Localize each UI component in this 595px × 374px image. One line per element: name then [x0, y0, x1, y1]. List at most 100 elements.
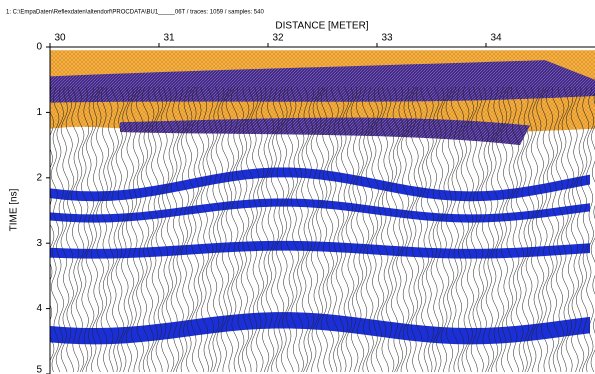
wiggle-trace [215, 86, 225, 373]
y-tick-label: 1 [36, 107, 42, 118]
wiggle-trace [145, 86, 155, 373]
wiggle-trace [440, 86, 450, 373]
x-tick-label: 32 [272, 33, 284, 44]
plot-area [50, 50, 595, 373]
wiggle-trace [275, 86, 285, 373]
wiggle-trace [535, 86, 545, 373]
wiggle-trace [90, 86, 100, 373]
y-tick-label: 3 [36, 238, 42, 249]
wiggle-trace [225, 86, 235, 373]
wiggle-trace [485, 86, 495, 373]
wiggle-trace [560, 86, 569, 373]
y-tick-label: 0 [36, 42, 42, 53]
wiggle-trace [85, 86, 95, 373]
wiggle-trace [246, 86, 254, 373]
wiggle-trace [290, 86, 300, 373]
wiggle-trace [301, 86, 309, 373]
wiggle-trace [491, 86, 499, 373]
wiggle-trace [460, 86, 470, 373]
wiggle-trace [125, 86, 135, 373]
wiggle-trace [555, 87, 565, 373]
wiggle-trace [590, 91, 595, 373]
wiggle-trace [235, 86, 245, 373]
x-tick-label: 30 [54, 33, 66, 44]
wiggle-trace [96, 86, 104, 373]
wiggle-trace [455, 86, 465, 373]
wiggle-trace [195, 86, 205, 373]
wiggle-trace [151, 86, 159, 373]
y-tick-label: 5 [36, 365, 42, 374]
wiggle-trace [396, 86, 404, 373]
wiggle-trace [250, 86, 260, 373]
reflector-band [50, 240, 590, 259]
wiggle-trace [405, 86, 415, 373]
wiggle-trace [330, 86, 340, 373]
x-tick-label: 34 [490, 33, 502, 44]
y-axis-title: TIME [ns] [9, 188, 20, 231]
wiggle-trace [105, 86, 115, 373]
wiggle-trace [341, 86, 349, 373]
wiggle-trace [380, 86, 389, 373]
wiggle-trace [506, 86, 514, 373]
reflector-band [50, 167, 590, 202]
wiggle-trace [470, 86, 480, 373]
wiggle-trace [580, 86, 590, 373]
wiggle-trace [130, 86, 140, 373]
reflector-band [50, 312, 590, 345]
wiggle-trace [325, 86, 335, 373]
x-axis-title: DISTANCE [METER] [275, 21, 368, 32]
wiggle-trace [500, 86, 510, 373]
wiggle-trace [515, 86, 525, 373]
x-tick-label: 31 [163, 33, 175, 44]
wiggle-trace [120, 86, 130, 373]
wiggle-trace [265, 86, 275, 373]
wiggle-trace [360, 86, 370, 373]
wiggle-trace [185, 86, 195, 373]
wiggle-trace [495, 86, 505, 373]
wiggle-trace [176, 86, 185, 373]
wiggle-trace [400, 86, 410, 372]
wiggle-trace [465, 86, 474, 373]
wiggle-trace [286, 86, 294, 373]
wiggle-trace [200, 86, 210, 373]
wiggle-trace [420, 86, 430, 373]
x-tick-label: 33 [381, 33, 393, 44]
y-tick-label: 2 [36, 172, 42, 183]
wiggle-trace [165, 86, 175, 373]
wiggle-trace [320, 86, 330, 373]
wiggle-trace [81, 86, 89, 373]
wiggle-trace [50, 86, 60, 373]
wiggle-trace [411, 86, 419, 373]
wiggle-trace [546, 86, 554, 373]
wiggle-trace [356, 86, 365, 373]
wiggle-trace [100, 86, 110, 373]
wiggle-trace [436, 86, 445, 373]
wiggle-trace [70, 86, 80, 373]
wiggle-trace [55, 86, 64, 373]
wiggle-trace [445, 86, 455, 372]
wiggle-trace [415, 86, 425, 373]
wiggle-trace [155, 86, 165, 372]
wiggle-trace [375, 86, 385, 373]
wiggle-trace [115, 86, 125, 373]
wiggle-trace [230, 86, 239, 373]
wiggle-trace [521, 86, 530, 373]
wiggle-trace [540, 86, 550, 373]
wiggle-trace [480, 86, 490, 373]
wiggle-trace [310, 87, 320, 373]
wiggle-trace [575, 86, 585, 373]
wiggle-trace [180, 86, 190, 373]
wiggle-trace [385, 86, 395, 373]
wiggle-trace [370, 86, 380, 373]
wiggle-trace [390, 86, 400, 373]
wiggle-trace [160, 86, 170, 373]
wiggle-trace [60, 86, 70, 373]
wiggle-trace [451, 86, 459, 373]
wiggle-trace [191, 86, 199, 373]
purple-band [50, 60, 595, 103]
wiggle-trace [240, 86, 250, 373]
purple-band [120, 117, 530, 146]
wiggle-trace [530, 86, 540, 373]
y-tick-label: 4 [36, 303, 42, 314]
